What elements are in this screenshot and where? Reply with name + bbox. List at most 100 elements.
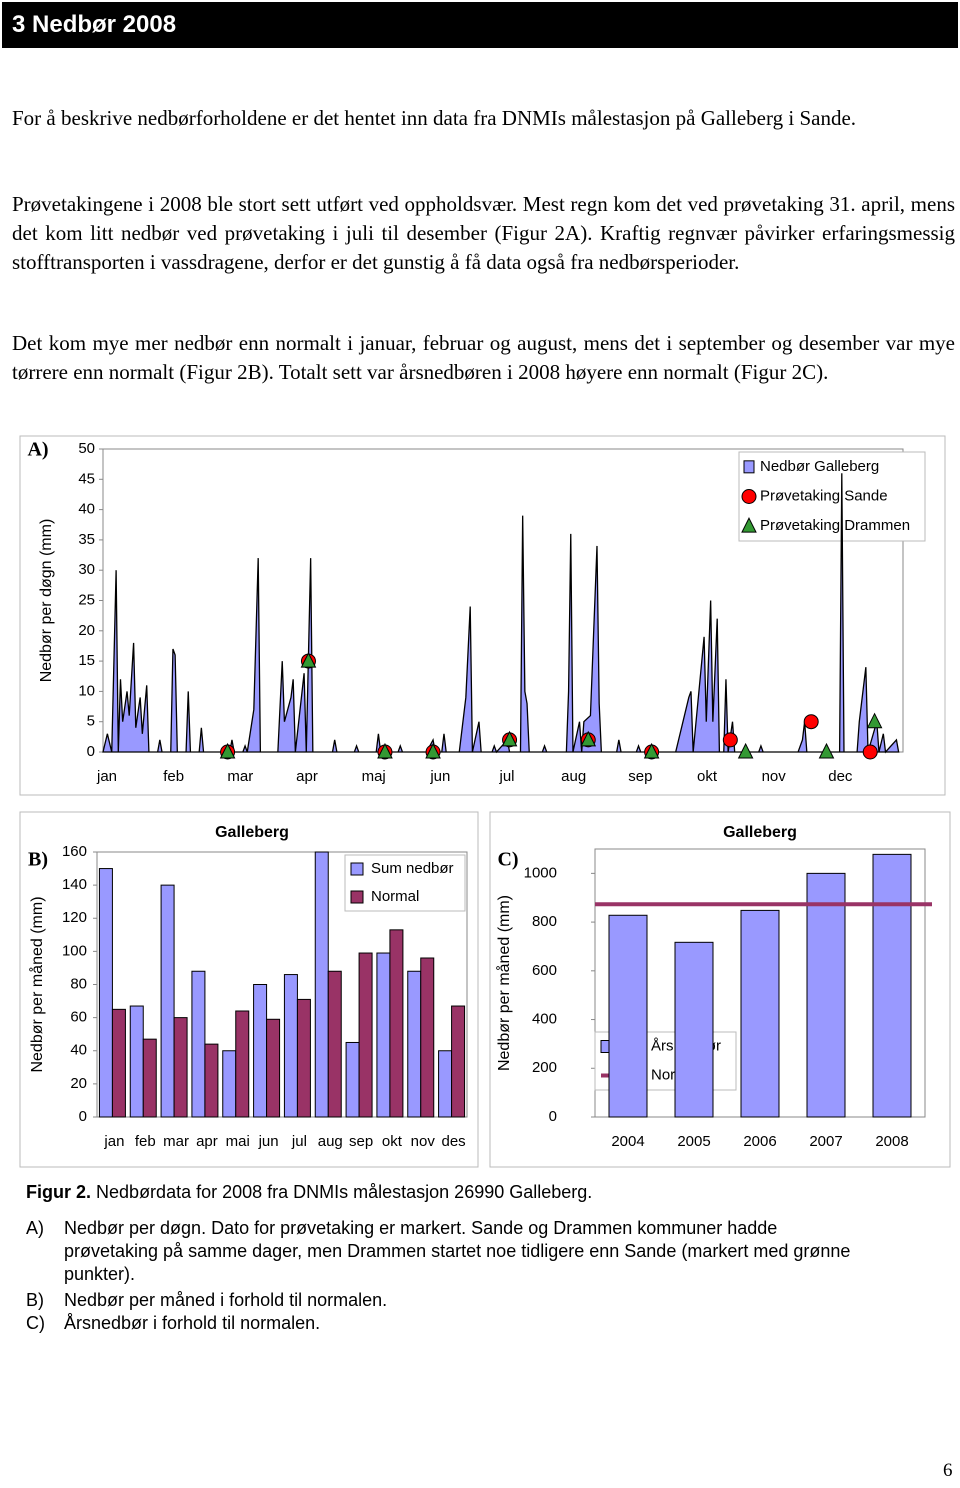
y-tick-label: 35: [78, 531, 95, 548]
x-tick-label: apr: [296, 768, 318, 785]
y-axis-label: Nedbør per måned (mm): [28, 896, 46, 1072]
x-tick-label: jul: [498, 768, 514, 785]
sampling-marker: [377, 742, 393, 759]
legend-symbol: [350, 890, 364, 904]
x-tick-label: aug: [318, 1133, 343, 1150]
x-tick-label: 2007: [809, 1133, 842, 1150]
bar: [740, 909, 780, 1118]
y-tick-label: 140: [62, 876, 87, 893]
bar: [608, 914, 648, 1118]
bar: [438, 1050, 453, 1118]
x-tick-label: jun: [429, 768, 450, 785]
sampling-marker: [501, 730, 518, 747]
y-tick-label: 40: [70, 1042, 87, 1059]
sampling-marker: [425, 742, 441, 759]
y-tick-label: 200: [532, 1059, 557, 1076]
x-tick-label: aug: [561, 768, 586, 785]
sampling-marker: [866, 712, 883, 729]
item-letter: B): [26, 1290, 44, 1310]
paragraph: Prøvetakingene i 2008 ble stort sett utf…: [12, 192, 955, 274]
sampling-marker: [580, 730, 597, 747]
y-tick-label: 20: [78, 622, 95, 639]
x-tick-label: 2006: [743, 1133, 776, 1150]
bar: [253, 984, 268, 1118]
page-number: 6: [943, 1460, 953, 1481]
caption: Figur 2. Nedbørdata for 2008 fra DNMIs m…: [26, 1181, 592, 1204]
y-axis-label: Nedbør per døgn (mm): [38, 519, 55, 683]
chart-title: Galleberg: [723, 824, 797, 841]
bar: [327, 970, 342, 1118]
bar: [872, 853, 912, 1118]
bar: [806, 872, 846, 1118]
item-text: Nedbør per døgn. Dato for prøvetaking er…: [64, 1218, 851, 1284]
y-tick-label: 15: [78, 652, 95, 669]
bar: [314, 851, 329, 1118]
bar: [160, 884, 175, 1118]
paragraph: Det kom mye mer nedbør enn normalt i jan…: [12, 331, 955, 384]
bar: [376, 952, 391, 1118]
sampling-marker: [643, 742, 660, 759]
y-tick-label: 0: [549, 1108, 557, 1125]
legend-label: Prøvetaking Sande: [760, 487, 888, 504]
x-tick-label: 2008: [875, 1133, 908, 1150]
x-tick-label: okt: [382, 1133, 403, 1150]
bar: [98, 868, 113, 1118]
legend-symbol: [741, 517, 757, 533]
bar: [345, 1041, 360, 1118]
bar: [358, 952, 373, 1118]
sampling-marker: [219, 742, 236, 759]
x-tick-label: jan: [96, 768, 117, 785]
x-tick-label: jun: [258, 1133, 279, 1150]
x-tick-label: feb: [163, 768, 184, 785]
item-text: Årsnedbør i forhold til normalen.: [64, 1313, 321, 1333]
y-tick-label: 80: [70, 975, 87, 992]
caption-label: Figur 2.: [26, 1182, 92, 1202]
bar: [266, 1018, 281, 1118]
caption-text: Nedbørdata for 2008 fra DNMIs målestasjo…: [96, 1182, 593, 1202]
item-letter: A): [26, 1218, 44, 1238]
y-tick-label: 50: [78, 440, 95, 457]
bar: [204, 1043, 219, 1118]
x-tick-label: mar: [227, 768, 253, 785]
x-tick-label: jan: [103, 1133, 124, 1150]
x-tick-label: mai: [226, 1133, 250, 1150]
legend-symbol: [743, 460, 755, 474]
y-tick-label: 20: [70, 1075, 87, 1092]
legend-box: [344, 854, 466, 912]
legend-label: Sum nedbør: [371, 860, 454, 877]
y-tick-label: 0: [87, 743, 95, 760]
sampling-marker: [862, 744, 878, 760]
legend-label: Prøvetaking Drammen: [760, 517, 910, 534]
y-tick-label: 800: [532, 913, 557, 930]
y-tick-label: 1000: [524, 864, 557, 881]
legend-label: Nedbør Galleberg: [760, 458, 879, 475]
bar: [111, 1008, 126, 1118]
sampling-marker: [818, 742, 835, 759]
x-tick-label: dec: [828, 768, 853, 785]
bar: [389, 929, 404, 1118]
bar: [451, 1005, 466, 1118]
y-tick-label: 25: [78, 591, 95, 608]
x-tick-label: sep: [628, 768, 652, 785]
bar: [235, 1010, 250, 1118]
x-tick-label: jul: [291, 1133, 307, 1150]
caption-item: C) Årsnedbør i forhold til normalen.: [26, 1312, 856, 1335]
panel-label: A): [27, 439, 48, 461]
x-tick-label: sep: [349, 1133, 373, 1150]
bar: [420, 957, 435, 1118]
chart-title: Galleberg: [215, 824, 289, 841]
bar: [296, 998, 311, 1118]
y-tick-label: 45: [78, 470, 95, 487]
x-tick-label: maj: [362, 768, 386, 785]
x-tick-label: feb: [135, 1133, 156, 1150]
sampling-marker: [803, 714, 819, 730]
bar: [173, 1017, 188, 1118]
bar: [407, 970, 422, 1118]
legend-box: [738, 451, 926, 542]
sampling-marker: [737, 742, 754, 759]
x-tick-label: nov: [762, 768, 787, 785]
x-tick-label: okt: [697, 768, 718, 785]
bar: [674, 941, 714, 1118]
legend-symbol: [350, 862, 364, 876]
